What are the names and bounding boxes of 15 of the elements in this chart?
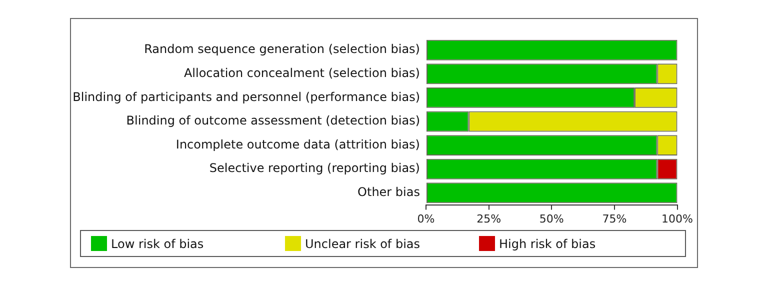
y-tick-label: Random sequence generation (selection bias): [144, 42, 420, 56]
y-tick-label: Allocation concealment (selection bias): [184, 66, 420, 80]
legend-label: Unclear risk of bias: [305, 236, 420, 250]
x-tick-label: 0%: [417, 212, 435, 226]
x-tick-label: 100%: [662, 212, 694, 226]
y-tick-label: Blinding of participants and personnel (performance bias): [72, 90, 420, 104]
legend-label: Low risk of bias: [111, 236, 204, 250]
legend-label: High risk of bias: [499, 236, 596, 250]
x-tick-label: 25%: [476, 212, 502, 226]
y-tick-label: Other bias: [358, 185, 420, 200]
x-tick-label: 75%: [602, 212, 627, 226]
y-tick-label: Incomplete outcome data (attrition bias): [176, 137, 420, 152]
x-tick-label: 50%: [539, 212, 564, 226]
y-tick-label: Selective reporting (reporting bias): [209, 161, 420, 176]
y-tick-label: Blinding of outcome assessment (detection bias): [126, 114, 420, 128]
